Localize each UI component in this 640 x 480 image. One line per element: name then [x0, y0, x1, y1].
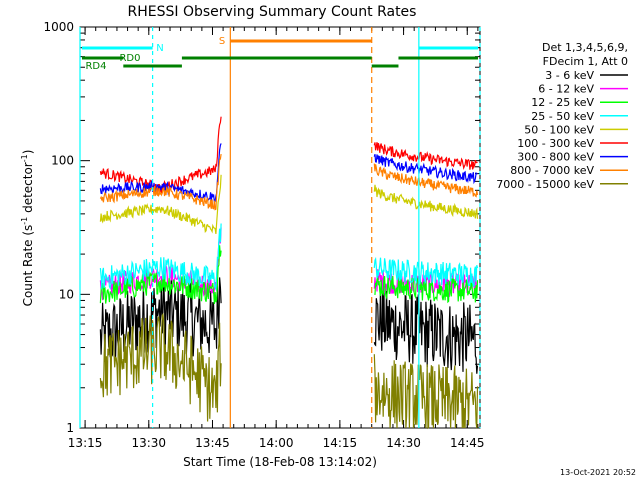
legend-label: 7000 - 15000 keV: [496, 178, 594, 191]
chart-title: RHESSI Observing Summary Count Rates: [128, 4, 417, 20]
legend-label: 100 - 300 keV: [517, 137, 594, 150]
x-tick-label: 13:30: [131, 436, 166, 450]
x-tick-label: 13:45: [195, 436, 230, 450]
series-line: [99, 154, 479, 211]
y-tick-label: 1000: [43, 20, 74, 34]
legend-label: 800 - 7000 keV: [510, 164, 594, 177]
legend-label: 25 - 50 keV: [531, 110, 594, 123]
plot-area: [79, 26, 481, 430]
series-line: [99, 223, 479, 292]
x-tick-label: 13:15: [68, 436, 103, 450]
x-tick-label: 14:30: [386, 436, 421, 450]
legend-header-line-1: Det 1,3,4,5,6,9,: [542, 41, 628, 54]
flag-label: N: [156, 43, 163, 54]
series-line: [99, 174, 479, 234]
flag-label: S: [219, 36, 225, 47]
x-tick-label: 14:00: [259, 436, 294, 450]
legend-label: 50 - 100 keV: [524, 123, 594, 136]
flag-label: RD4: [85, 61, 106, 72]
x-tick-label: 14:45: [450, 436, 485, 450]
y-tick-label: 100: [51, 154, 74, 168]
legend-header-line-2: FDecim 1, Att 0: [543, 55, 628, 68]
y-tick-label: 1: [66, 421, 74, 435]
x-axis-label: Start Time (18-Feb-08 13:14:02): [183, 455, 377, 469]
legend: Det 1,3,4,5,6,9, FDecim 1, Att 0 3 - 6 k…: [496, 41, 628, 191]
legend-label: 6 - 12 keV: [538, 83, 594, 96]
legend-label: 300 - 800 keV: [517, 151, 594, 164]
x-tick-label: 14:15: [323, 436, 358, 450]
y-axis-label: Count Rate (s-1 detector-1): [20, 150, 35, 307]
legend-label: 3 - 6 keV: [545, 69, 594, 82]
series-line: [99, 312, 479, 430]
y-tick-label: 10: [59, 287, 74, 301]
series-line: [99, 277, 479, 374]
footer-date: 13-Oct-2021 20:52: [560, 468, 636, 477]
series-line: [99, 116, 478, 194]
legend-label: 12 - 25 keV: [531, 96, 594, 109]
flag-label: RD0: [119, 53, 140, 64]
